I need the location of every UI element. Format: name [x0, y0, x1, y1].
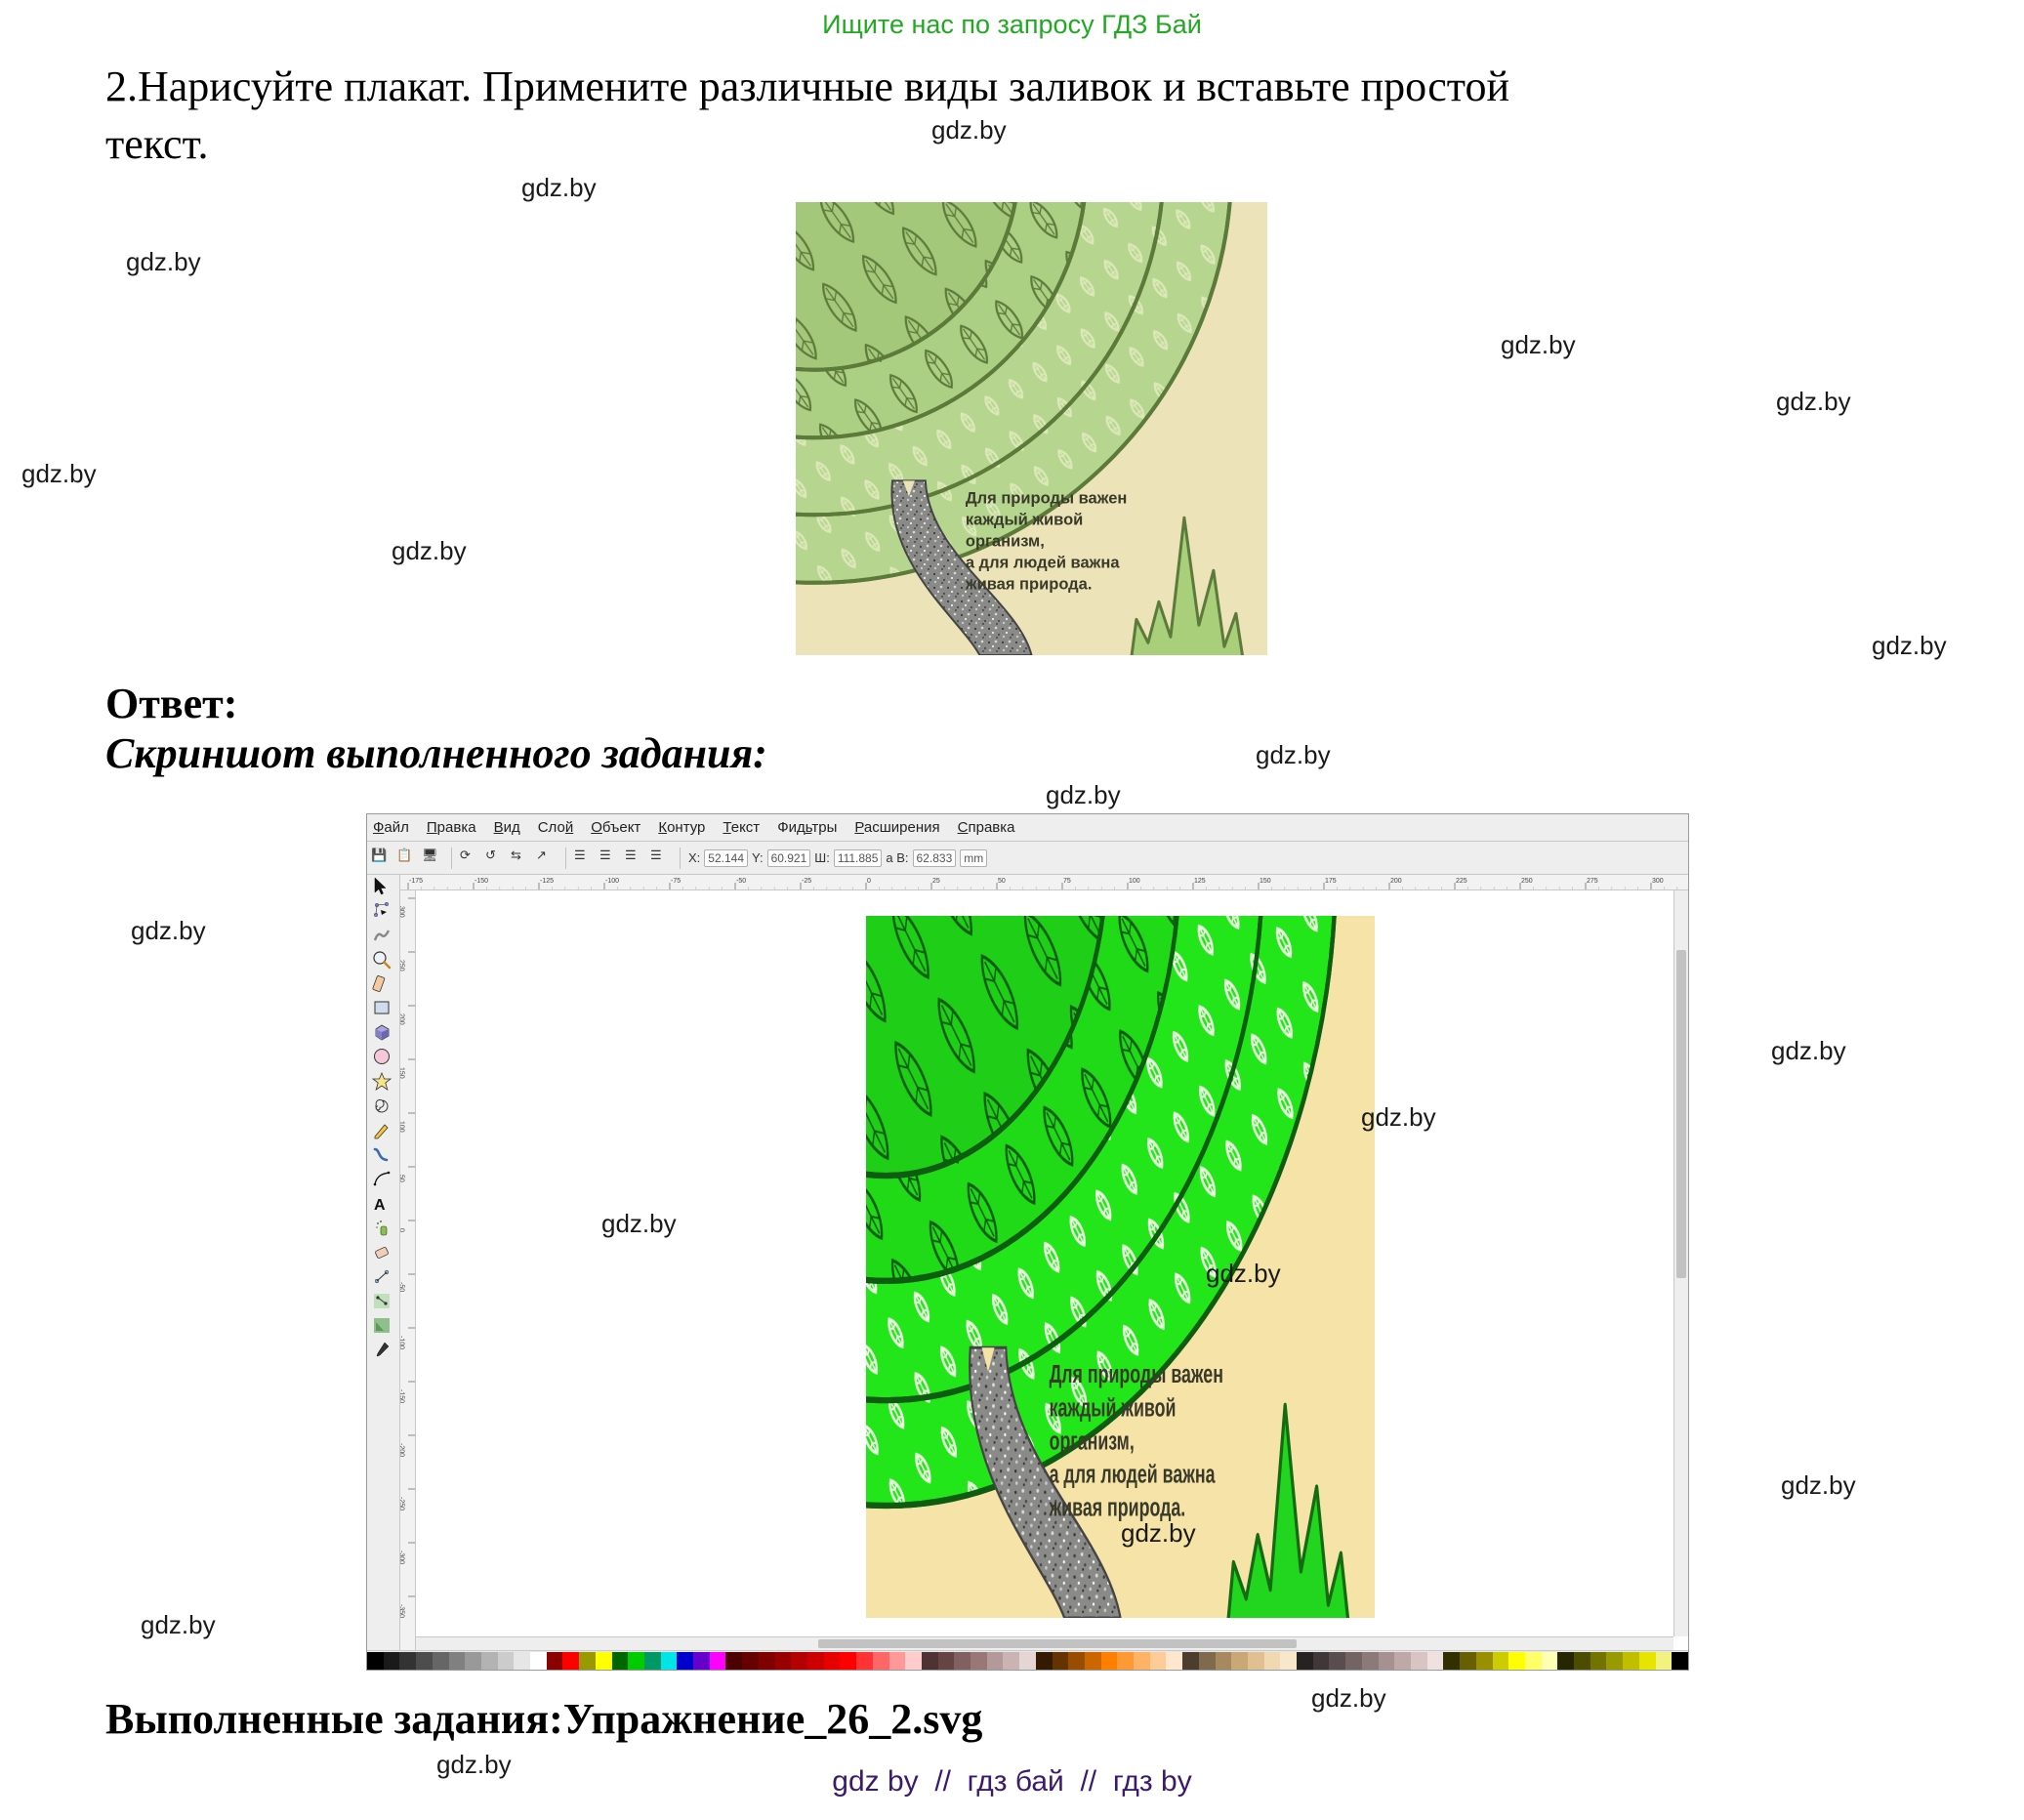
svg-text:75: 75	[1063, 878, 1071, 885]
svg-text:300: 300	[1652, 878, 1664, 885]
svg-text:а для людей важна: а для людей важна	[966, 555, 1120, 572]
svg-text:50: 50	[400, 1175, 405, 1182]
svg-text:275: 275	[1587, 878, 1598, 885]
svg-text:живая природа.: живая природа.	[1049, 1493, 1185, 1521]
svg-text:организм,: организм,	[966, 533, 1045, 551]
svg-text:-25: -25	[802, 878, 811, 885]
svg-text:-100: -100	[400, 1336, 405, 1349]
svg-text:50: 50	[998, 878, 1006, 885]
svg-text:150: 150	[1260, 878, 1271, 885]
svg-text:0: 0	[400, 1228, 405, 1232]
svg-text:-150: -150	[475, 878, 488, 885]
svg-text:-250: -250	[400, 1497, 405, 1510]
svg-text:Для природы важен: Для природы важен	[1050, 1360, 1223, 1388]
svg-text:каждый живой: каждый живой	[1050, 1393, 1177, 1422]
svg-text:-175: -175	[409, 878, 423, 885]
svg-text:-50: -50	[400, 1282, 405, 1292]
svg-text:-150: -150	[400, 1389, 405, 1403]
svg-text:200: 200	[400, 1013, 405, 1025]
svg-text:0: 0	[867, 878, 871, 885]
svg-text:-75: -75	[671, 878, 681, 885]
svg-text:-100: -100	[605, 878, 619, 885]
svg-text:250: 250	[400, 960, 405, 972]
svg-text:каждый живой: каждый живой	[966, 512, 1083, 529]
svg-text:250: 250	[1521, 878, 1533, 885]
svg-text:а для людей важна: а для людей важна	[1050, 1460, 1217, 1488]
svg-text:-350: -350	[400, 1604, 405, 1618]
svg-text:-125: -125	[540, 878, 554, 885]
svg-text:-50: -50	[736, 878, 746, 885]
svg-text:живая природа.: живая природа.	[965, 576, 1093, 594]
svg-text:100: 100	[1129, 878, 1140, 885]
svg-text:A: A	[374, 1197, 386, 1214]
svg-text:200: 200	[1390, 878, 1402, 885]
svg-text:-200: -200	[400, 1443, 405, 1457]
svg-text:150: 150	[400, 1067, 405, 1079]
svg-text:125: 125	[1194, 878, 1206, 885]
svg-text:25: 25	[932, 878, 940, 885]
svg-text:300: 300	[400, 906, 405, 918]
svg-text:225: 225	[1456, 878, 1467, 885]
svg-text:-300: -300	[400, 1551, 405, 1564]
svg-text:175: 175	[1325, 878, 1337, 885]
svg-text:организм,: организм,	[1050, 1427, 1135, 1455]
svg-text:100: 100	[400, 1121, 405, 1133]
svg-text:Для природы важен: Для природы важен	[966, 490, 1127, 508]
